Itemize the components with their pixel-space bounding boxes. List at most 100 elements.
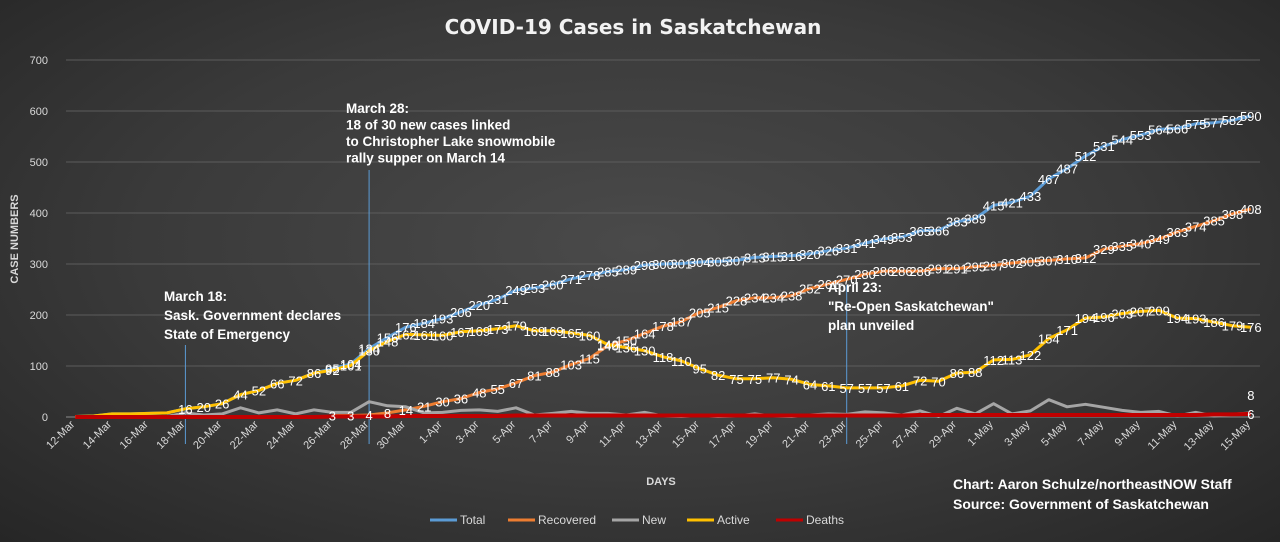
data-label: 320 bbox=[799, 247, 821, 262]
x-tick-label: 30-Mar bbox=[375, 418, 408, 451]
x-tick-label: 9-May bbox=[1113, 418, 1143, 448]
data-label: 253 bbox=[524, 281, 546, 296]
data-label: 270 bbox=[836, 272, 858, 287]
data-label: 564 bbox=[1148, 122, 1170, 137]
data-label: 383 bbox=[946, 215, 968, 230]
data-label: 67 bbox=[509, 376, 523, 391]
data-label: 179 bbox=[505, 319, 527, 334]
data-label: 16 bbox=[178, 402, 192, 417]
legend-label: Active bbox=[717, 513, 750, 527]
data-label: 340 bbox=[1130, 237, 1152, 252]
data-label: 329 bbox=[1093, 242, 1115, 257]
data-label: 72 bbox=[913, 373, 927, 388]
data-label: 194 bbox=[1166, 311, 1188, 326]
data-label: 366 bbox=[928, 223, 950, 238]
data-label: 74 bbox=[784, 372, 798, 387]
data-label: 167 bbox=[450, 325, 472, 340]
data-label: 130 bbox=[634, 344, 656, 359]
data-label: 156 bbox=[377, 330, 399, 345]
data-label: 6 bbox=[1247, 407, 1254, 422]
y-axis-ticks: 0 100 200 300 400 500 600 700 bbox=[30, 55, 48, 424]
data-label: 238 bbox=[781, 289, 803, 304]
x-tick-label: 11-May bbox=[1146, 418, 1180, 452]
x-tick-label: 27-Apr bbox=[890, 418, 922, 450]
legend-label: New bbox=[642, 513, 666, 527]
data-label: 173 bbox=[487, 322, 509, 337]
y-tick-label: 500 bbox=[30, 157, 48, 169]
data-label: 176 bbox=[1240, 320, 1262, 335]
data-label: 271 bbox=[560, 272, 582, 287]
data-label: 193 bbox=[432, 312, 454, 327]
data-label: 150 bbox=[615, 334, 637, 349]
x-axis-label: DAYS bbox=[646, 476, 676, 488]
x-axis-ticks: 12-Mar 14-Mar 16-Mar 18-Mar 20-Mar 22-Mar 24-M… bbox=[44, 418, 1253, 453]
y-axis-label: CASE NUMBERS bbox=[9, 194, 21, 283]
data-label: 186 bbox=[1203, 315, 1225, 330]
data-label: 8 bbox=[1247, 388, 1254, 403]
data-label: 326 bbox=[817, 244, 839, 259]
data-label: 176 bbox=[395, 320, 417, 335]
data-label: 86 bbox=[307, 366, 321, 381]
data-label: 349 bbox=[1148, 232, 1170, 247]
data-label: 178 bbox=[652, 319, 674, 334]
data-label: 88 bbox=[546, 365, 560, 380]
data-label: 57 bbox=[858, 381, 872, 396]
data-label: 130 bbox=[358, 344, 380, 359]
chart-credit: Chart: Aaron Schulze/northeastNOW Staff S… bbox=[953, 476, 1232, 512]
credit-line: Source: Government of Saskatchewan bbox=[953, 496, 1209, 512]
data-label: 209 bbox=[1148, 303, 1170, 318]
y-tick-label: 100 bbox=[30, 361, 48, 373]
x-tick-label: 1-Apr bbox=[417, 418, 445, 446]
x-tick-label: 29-Apr bbox=[927, 418, 959, 450]
data-label: 66 bbox=[270, 376, 284, 391]
data-label: 310 bbox=[1056, 252, 1078, 267]
data-label: 8 bbox=[384, 406, 391, 421]
data-label: 162 bbox=[395, 327, 417, 342]
data-label: 300 bbox=[652, 257, 674, 272]
data-label: 421 bbox=[1001, 195, 1023, 210]
data-label: 220 bbox=[468, 298, 490, 313]
data-label: 61 bbox=[895, 379, 909, 394]
data-label: 36 bbox=[454, 392, 468, 407]
x-tick-label: 1-May bbox=[966, 418, 996, 448]
legend-label: Recovered bbox=[538, 513, 596, 527]
data-label: 26 bbox=[215, 397, 229, 412]
data-label: 82 bbox=[711, 368, 725, 383]
x-tick-label: 22-Mar bbox=[228, 418, 261, 451]
data-label: 196 bbox=[1093, 310, 1115, 325]
data-label: 307 bbox=[1038, 253, 1060, 268]
annotations: March 18: Sask. Government declares State … bbox=[164, 101, 994, 342]
data-label: 207 bbox=[1130, 304, 1152, 319]
data-label: 113 bbox=[1002, 352, 1023, 367]
data-label: 161 bbox=[413, 328, 435, 343]
data-label: 215 bbox=[707, 300, 729, 315]
data-label: 21 bbox=[417, 399, 431, 414]
gridlines bbox=[66, 59, 1260, 418]
x-tick-label: 3-Apr bbox=[454, 418, 482, 446]
chart-title: COVID-19 Cases in Saskatchewan bbox=[445, 15, 822, 39]
x-tick-label: 16-Mar bbox=[118, 418, 151, 451]
data-label: 203 bbox=[1111, 306, 1133, 321]
data-label: 433 bbox=[1020, 189, 1042, 204]
data-label: 398 bbox=[1222, 207, 1244, 222]
data-label: 4 bbox=[365, 408, 372, 423]
x-tick-label: 18-Mar bbox=[154, 418, 187, 451]
data-label: 512 bbox=[1075, 149, 1097, 164]
data-label: 302 bbox=[1001, 256, 1023, 271]
y-tick-label: 200 bbox=[30, 310, 48, 322]
data-label: 103 bbox=[560, 357, 582, 372]
data-label: 553 bbox=[1130, 128, 1152, 143]
data-label: 575 bbox=[1185, 117, 1207, 132]
y-tick-label: 300 bbox=[30, 259, 48, 271]
data-label: 160 bbox=[432, 328, 454, 343]
data-label: 286 bbox=[873, 264, 895, 279]
x-tick-label: 5-Apr bbox=[491, 418, 519, 446]
data-label: 52 bbox=[252, 383, 266, 398]
data-label: 349 bbox=[873, 232, 895, 247]
data-label: 531 bbox=[1093, 139, 1115, 154]
data-label: 142 bbox=[597, 338, 619, 353]
data-label: 55 bbox=[490, 382, 504, 397]
series-line-active bbox=[75, 308, 1251, 418]
data-label: 64 bbox=[803, 377, 817, 392]
legend-label: Total bbox=[460, 513, 485, 527]
